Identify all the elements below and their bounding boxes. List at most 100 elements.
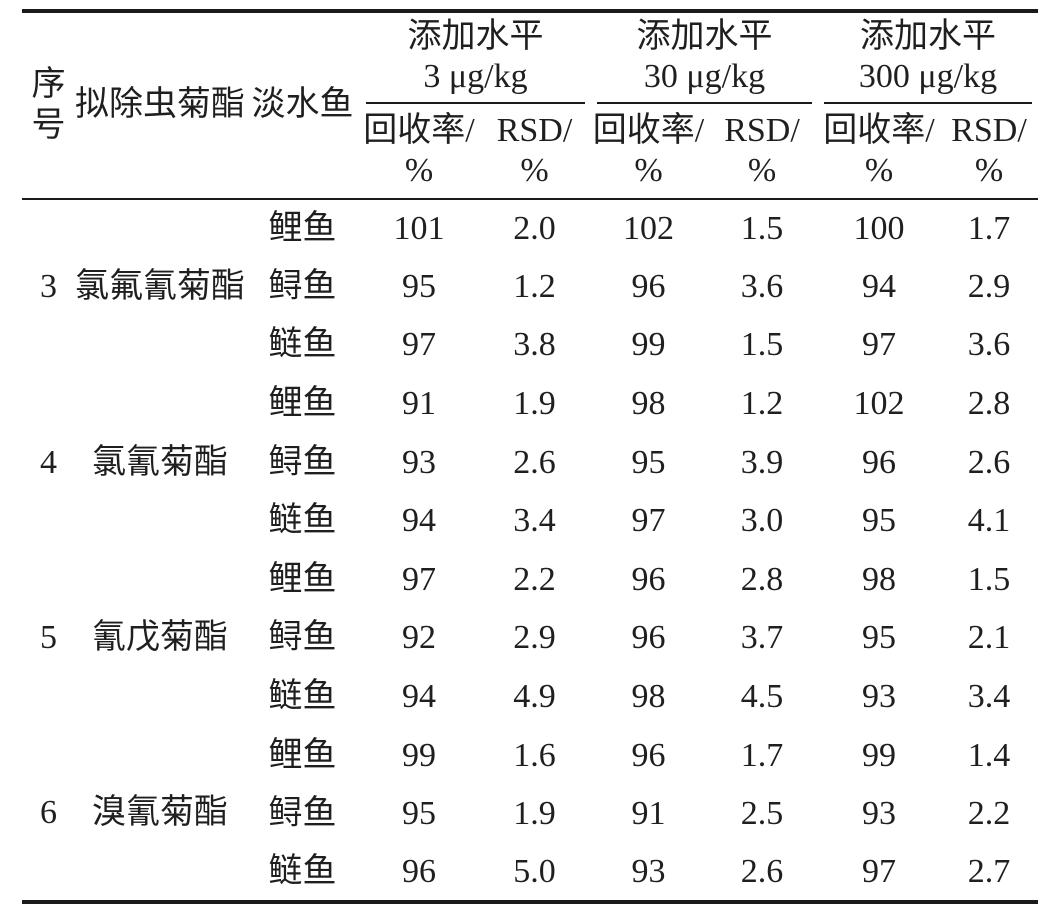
value-cell: 1.9 (513, 385, 556, 423)
header-pesticide: 拟除虫菊酯 (75, 86, 245, 124)
header-serial: 序 号 (31, 66, 66, 144)
pesticide-cell: 氯氟氰菊酯 (75, 268, 245, 306)
pesticide-cell: 氯氰菊酯 (92, 443, 228, 481)
value-cell: 100 (853, 209, 905, 247)
recovery-rsd-table: 序 号 拟除虫菊酯 淡水鱼 添加水平 3 μg/kg 添加水平 30 μg/kg… (22, 9, 1038, 905)
table-row: 3 氯氟氰菊酯 鲤鱼 101 2.0 102 1.5 100 1.7 (22, 199, 1038, 306)
value-cell: 1.5 (740, 326, 784, 364)
value-cell: 98 (862, 560, 896, 598)
table-row: 鲢鱼 94 4.9 98 4.5 93 3.4 (22, 668, 1038, 727)
value-cell: 102 (623, 209, 674, 247)
fish-cell: 鲢鱼 (268, 502, 337, 540)
value-cell: 3.0 (740, 502, 784, 540)
fish-cell: 鲟鱼 (268, 619, 337, 657)
value-cell: 1.5 (740, 209, 784, 247)
fish-cell: 鲢鱼 (268, 852, 337, 890)
serial-cell: 4 (40, 443, 57, 481)
fish-cell: 鲤鱼 (268, 385, 337, 423)
table-row: 鲢鱼 96 5.0 93 2.6 97 2.7 (22, 844, 1038, 903)
value-cell: 3.6 (967, 326, 1011, 364)
value-cell: 101 (393, 209, 445, 247)
table-row: 6 溴氰菊酯 鲤鱼 99 1.6 96 1.7 99 1.4 (22, 726, 1038, 832)
value-cell: 2.2 (513, 560, 556, 598)
fish-cell: 鲤鱼 (268, 736, 337, 774)
value-cell: 96 (631, 619, 666, 657)
value-cell: 99 (862, 736, 896, 774)
value-cell: 94 (862, 267, 896, 305)
table-row: 5 氰戊菊酯 鲤鱼 97 2.2 96 2.8 98 1.5 (22, 551, 1038, 657)
header-rsd-3: RSD/ % (496, 111, 573, 189)
fish-cell: 鲟鱼 (268, 267, 337, 305)
header-row-spanners: 序 号 拟除虫菊酯 淡水鱼 添加水平 3 μg/kg 添加水平 30 μg/kg… (22, 11, 1038, 144)
value-cell: 4.9 (513, 677, 556, 715)
value-cell: 94 (402, 502, 436, 540)
table-row: 鲟鱼 95 1.2 96 3.6 94 2.9 (22, 258, 1038, 317)
header-rsd-300: RSD/ % (951, 111, 1027, 189)
table-body: 3 氯氟氰菊酯 鲤鱼 101 2.0 102 1.5 100 1.7 鲟鱼 95 1.2 96 3.6 94… (22, 199, 1038, 902)
value-cell: 96 (631, 560, 666, 598)
value-cell: 2.6 (967, 443, 1011, 481)
table-row: 鲟鱼 95 1.9 91 2.5 93 2.2 (22, 785, 1038, 844)
header-recovery-300: 回收率/ % (823, 111, 935, 189)
value-cell: 97 (631, 502, 666, 540)
value-cell: 1.5 (967, 560, 1011, 598)
value-cell: 95 (862, 502, 896, 540)
value-cell: 2.9 (967, 267, 1011, 305)
value-cell: 95 (862, 619, 896, 657)
value-cell: 98 (631, 677, 666, 715)
value-cell: 95 (631, 443, 666, 481)
pesticide-cell: 溴氰菊酯 (92, 794, 228, 832)
header-level-30-label: 添加水平 30 μg/kg (597, 17, 812, 104)
value-cell: 4.1 (967, 502, 1011, 540)
fish-cell: 鲢鱼 (268, 326, 337, 364)
header-level-300: 添加水平 300 μg/kg (818, 11, 1038, 104)
value-cell: 1.4 (967, 736, 1011, 774)
value-cell: 95 (402, 267, 436, 305)
value-cell: 3.4 (967, 677, 1011, 715)
value-cell: 96 (631, 267, 666, 305)
table-row: 鲢鱼 94 3.4 97 3.0 95 4.1 (22, 492, 1038, 551)
value-cell: 3.6 (740, 267, 784, 305)
value-cell: 3.9 (740, 443, 784, 481)
table-row: 鲟鱼 92 2.9 96 3.7 95 2.1 (22, 609, 1038, 668)
value-cell: 3.7 (740, 619, 784, 657)
value-cell: 3.8 (513, 326, 556, 364)
value-cell: 2.8 (740, 560, 784, 598)
value-cell: 3.4 (513, 502, 556, 540)
value-cell: 93 (862, 677, 896, 715)
table-row: 4 氯氰菊酯 鲤鱼 91 1.9 98 1.2 102 2.8 (22, 375, 1038, 481)
value-cell: 97 (402, 326, 436, 364)
value-cell: 2.7 (967, 852, 1011, 890)
header-recovery-3: 回收率/ % (363, 111, 475, 189)
value-cell: 2.2 (967, 795, 1011, 833)
header-level-3: 添加水平 3 μg/kg (360, 11, 591, 104)
value-cell: 97 (862, 852, 896, 890)
value-cell: 1.9 (513, 795, 556, 833)
value-cell: 2.6 (740, 852, 784, 890)
serial-cell: 6 (40, 794, 57, 832)
value-cell: 1.2 (740, 385, 784, 423)
header-level-300-label: 添加水平 300 μg/kg (824, 17, 1032, 104)
table-row: 鲟鱼 93 2.6 95 3.9 96 2.6 (22, 433, 1038, 492)
value-cell: 92 (402, 619, 436, 657)
value-cell: 91 (402, 385, 436, 423)
value-cell: 96 (402, 852, 436, 890)
value-cell: 2.9 (513, 619, 556, 657)
fish-cell: 鲟鱼 (268, 443, 337, 481)
serial-cell: 3 (40, 268, 57, 306)
value-cell: 99 (631, 326, 666, 364)
value-cell: 94 (402, 677, 436, 715)
header-rsd-30: RSD/ % (724, 111, 800, 189)
value-cell: 5.0 (513, 852, 556, 890)
value-cell: 2.6 (513, 443, 556, 481)
pesticide-cell: 氰戊菊酯 (92, 619, 228, 657)
value-cell: 4.5 (740, 677, 784, 715)
header-fish: 淡水鱼 (251, 86, 354, 124)
value-cell: 93 (631, 852, 666, 890)
value-cell: 97 (402, 560, 436, 598)
table-row: 鲢鱼 97 3.8 99 1.5 97 3.6 (22, 316, 1038, 375)
value-cell: 1.6 (513, 736, 556, 774)
value-cell: 1.2 (513, 267, 556, 305)
value-cell: 93 (402, 443, 436, 481)
